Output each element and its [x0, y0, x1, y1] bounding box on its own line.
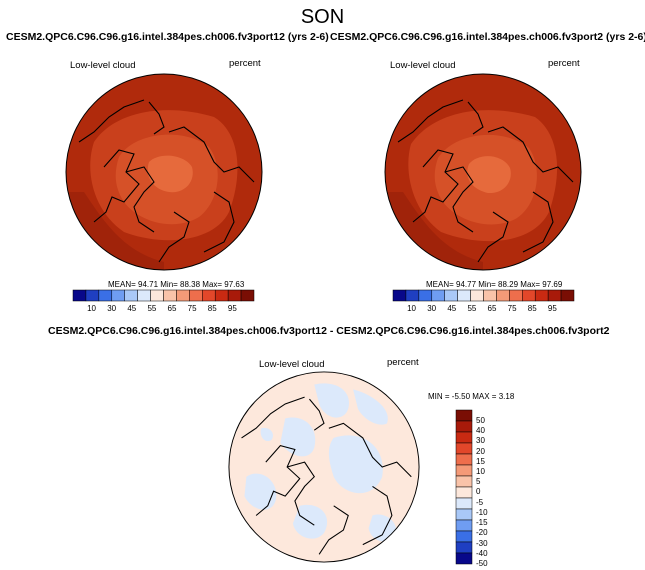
panel-2-polar-map [384, 73, 582, 271]
colorbar-swatch [214, 289, 229, 302]
colorbar-swatch [163, 289, 177, 302]
colorbar-swatch [547, 289, 562, 302]
colorbar-swatch [457, 289, 471, 302]
colorbar-tick-label: 55 [147, 304, 157, 313]
colorbar-swatch [202, 289, 216, 302]
colorbar-tick-label: 65 [487, 304, 497, 313]
colorbar-swatch [111, 289, 125, 302]
panel-2-title: CESM2.QPC6.C96.C96.g16.intel.384pes.ch00… [330, 31, 645, 43]
colorbar-swatch [470, 289, 484, 302]
diff-colorbar-swatch [455, 431, 473, 444]
diff-colorbar-swatch [455, 409, 473, 422]
colorbar-tick-label: 30 [107, 304, 117, 313]
colorbar-swatch [483, 289, 497, 302]
panel-2-colorbar [392, 289, 575, 302]
colorbar-swatch [98, 289, 113, 302]
colorbar-tick-label: 55 [467, 304, 477, 313]
colorbar-tick-label: 85 [527, 304, 537, 313]
diff-colorbar-tick-label: -40 [476, 548, 488, 558]
colorbar-swatch [124, 289, 138, 302]
colorbar-swatch [137, 289, 151, 302]
diff-colorbar-swatch [455, 530, 473, 543]
diff-colorbar-swatch [455, 475, 473, 488]
colorbar-swatch [405, 289, 420, 302]
diff-colorbar-swatch [455, 508, 473, 521]
diff-colorbar-tick-label: -10 [476, 507, 488, 517]
panel-1-units: percent [229, 58, 261, 69]
panel-1-stats: MEAN= 94.71 Min= 88.38 Max= 97.63 [108, 280, 245, 289]
colorbar-swatch [85, 289, 100, 302]
colorbar-tick-label: 10 [87, 304, 97, 313]
diff-colorbar-swatch [455, 519, 473, 532]
diff-panel-stats: MIN = -5.50 MAX = 3.18 [428, 392, 515, 401]
diff-colorbar-swatch [455, 552, 473, 565]
diff-colorbar-swatch [455, 464, 473, 477]
diff-colorbar-tick-label: -15 [476, 518, 488, 528]
colorbar-tick-label: 45 [127, 304, 137, 313]
panel-1-colorbar-labels: 10 30 45 55 65 75 85 95 [73, 304, 254, 314]
colorbar-swatch [444, 289, 458, 302]
diff-panel-units: percent [387, 357, 419, 368]
diff-colorbar-swatch [455, 497, 473, 510]
diff-colorbar-tick-label: 30 [476, 436, 485, 446]
colorbar-tick-label: 85 [207, 304, 217, 313]
colorbar-swatch [418, 289, 433, 302]
diff-colorbar-tick-label: 0 [476, 487, 481, 497]
panel-1-colorbar [72, 289, 255, 302]
colorbar-tick-label: 75 [187, 304, 197, 313]
colorbar-swatch [522, 289, 536, 302]
diff-panel-polar-map [228, 371, 420, 563]
panel-1-title: CESM2.QPC6.C96.C96.g16.intel.384pes.ch00… [6, 31, 329, 43]
colorbar-swatch [431, 289, 445, 302]
colorbar-swatch [534, 289, 549, 302]
diff-colorbar-tick-label: 20 [476, 446, 485, 456]
colorbar-tick-label: 45 [447, 304, 457, 313]
panel-2-variable: Low-level cloud [390, 60, 456, 71]
panel-2-units: percent [548, 58, 580, 69]
colorbar-swatch [509, 289, 523, 302]
colorbar-swatch [227, 289, 242, 302]
colorbar-swatch [72, 289, 87, 302]
colorbar-swatch [496, 289, 510, 302]
diff-colorbar [455, 409, 473, 565]
panel-1-variable: Low-level cloud [70, 60, 136, 71]
diff-colorbar-swatch [455, 420, 473, 433]
panel-2-stats: MEAN= 94.77 Min= 88.29 Max= 97.69 [426, 280, 563, 289]
colorbar-tick-label: 30 [427, 304, 437, 313]
diff-colorbar-tick-label: -5 [476, 497, 484, 507]
colorbar-tick-label: 95 [227, 304, 237, 313]
diff-panel-title: CESM2.QPC6.C96.C96.g16.intel.384pes.ch00… [48, 325, 610, 337]
colorbar-swatch [392, 289, 407, 302]
colorbar-tick-label: 10 [407, 304, 417, 313]
diff-colorbar-swatch [455, 442, 473, 455]
diff-colorbar-tick-label: 15 [476, 456, 485, 466]
diff-colorbar-tick-label: -20 [476, 528, 488, 538]
colorbar-swatch [560, 289, 575, 302]
diff-colorbar-tick-label: -50 [476, 558, 488, 568]
diff-colorbar-tick-label: 40 [476, 426, 485, 436]
colorbar-tick-label: 65 [167, 304, 177, 313]
panel-1-polar-map [65, 73, 263, 271]
diff-colorbar-tick-label: 10 [476, 467, 485, 477]
colorbar-tick-label: 75 [507, 304, 517, 313]
season-title: SON [300, 6, 345, 28]
diff-colorbar-swatch [455, 541, 473, 554]
diff-colorbar-swatch [455, 453, 473, 466]
colorbar-tick-label: 95 [547, 304, 557, 313]
colorbar-swatch [176, 289, 190, 302]
diff-colorbar-swatch [455, 486, 473, 499]
diff-colorbar-labels: 50 40 30 20 15 10 5 0 -5 -10 -15 -20 -30 -40 -50 [476, 410, 506, 568]
diff-colorbar-tick-label: 5 [476, 477, 481, 487]
diff-colorbar-tick-label: 50 [476, 416, 485, 425]
diff-panel-variable: Low-level cloud [259, 359, 325, 370]
colorbar-swatch [150, 289, 164, 302]
panel-2-colorbar-labels: 10 30 45 55 65 75 85 95 [393, 304, 574, 314]
colorbar-swatch [240, 289, 255, 302]
colorbar-swatch [189, 289, 203, 302]
diff-colorbar-tick-label: -30 [476, 538, 488, 548]
